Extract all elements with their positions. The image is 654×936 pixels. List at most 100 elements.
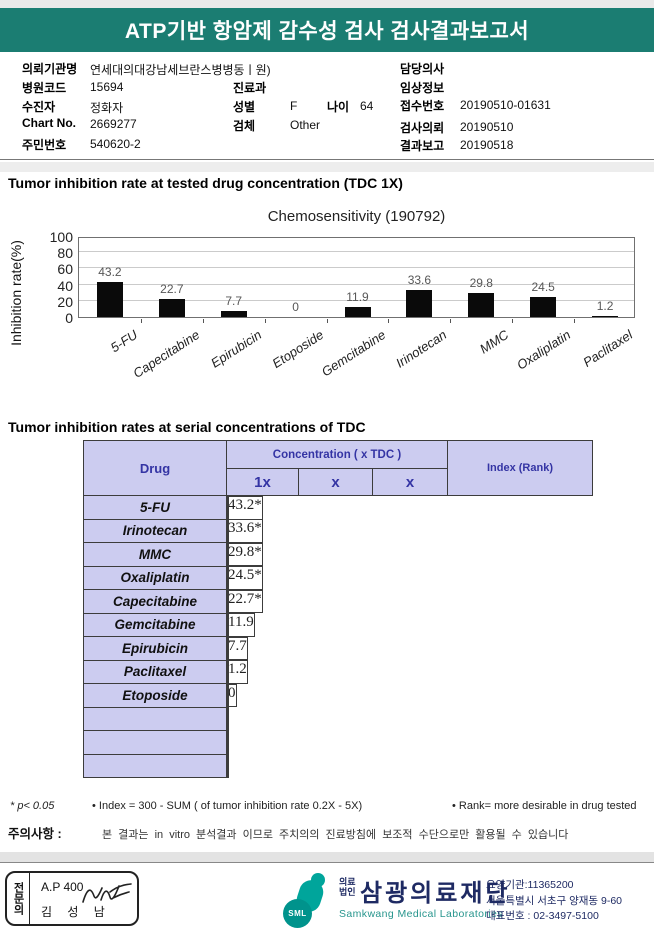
- logo-sml-circle: SML: [283, 899, 312, 928]
- index-rank-cell: [227, 660, 229, 684]
- section-divider: [0, 159, 654, 160]
- logo-sml-text: SML: [288, 909, 307, 918]
- patient-label: 수진자: [22, 100, 56, 114]
- top-strip: [0, 0, 654, 8]
- chart-bar: [530, 297, 557, 317]
- requesting-org-value: 연세대의대강남세브란스병병동ㅣ원): [90, 63, 271, 77]
- y-axis-tick-label: 80: [57, 245, 73, 262]
- concentration-1x-cell: 43.2*: [227, 496, 263, 520]
- table-row: Irinotecan 33.6*: [83, 518, 593, 543]
- footer-divider: [0, 862, 654, 863]
- index-rank-cell: [227, 613, 229, 637]
- requesting-org-label: 의뢰기관명: [22, 62, 78, 76]
- chart-title: Chemosensitivity (190792): [267, 208, 446, 225]
- specialist-name: 김 성 남: [41, 905, 111, 919]
- gridline: [79, 267, 634, 269]
- specimen-value: Other: [290, 118, 321, 132]
- gridline: [79, 283, 634, 285]
- index-rank-cell: [227, 754, 229, 778]
- drug-name-cell: Epirubicin: [83, 636, 227, 661]
- bar-value-label: 24.5: [531, 280, 555, 295]
- hospital-code-value: 15694: [90, 80, 124, 94]
- table-row: [83, 730, 593, 755]
- y-axis-tick-label: 40: [57, 277, 73, 294]
- concentration-column-header: Concentration ( x TDC ): [226, 440, 448, 469]
- resident-no-value: 540620-2: [90, 137, 141, 151]
- y-axis-tick-label: 20: [57, 293, 73, 310]
- lab-contact-info: 요양기관:11365200 서울특별시 서초구 양재동 9-60 대표번호 : …: [486, 878, 622, 925]
- org-name-korean: 삼광의료재단: [360, 880, 511, 907]
- report-title: ATP기반 항암제 감수성 검사 검사결과보고서: [124, 20, 530, 43]
- index-rank-cell: [227, 566, 229, 590]
- section-divider-band: [0, 162, 654, 172]
- patient-value: 정화자: [90, 101, 124, 115]
- report-date-label: 결과보고: [400, 139, 445, 153]
- bar-value-label: 33.6: [407, 272, 432, 287]
- bar-value-label: 7.7: [225, 293, 243, 308]
- contact-line-phone: 대표번호 : 02-3497-5100: [486, 910, 599, 922]
- bar-value-label: 1.2: [596, 298, 614, 313]
- x-axis-tick: [326, 319, 328, 323]
- concentration-1x-cell: 24.5*: [227, 566, 263, 590]
- chart-bar: [158, 298, 185, 317]
- chart-plot-area: 43.2 5-FU 22.7 Capecitabine 7.7 Epirubicin 0 Et…: [78, 237, 635, 381]
- y-axis-tick-label: 0: [65, 310, 73, 326]
- drug-name-cell: [83, 730, 227, 755]
- specialist-role-label: 전문의: [7, 873, 30, 924]
- p-value-footnote: * p< 0.05: [10, 800, 55, 812]
- index-rank-cell: [227, 636, 229, 660]
- doctor-label: 담당의사: [400, 62, 445, 76]
- drug-name-cell: Gemcitabine: [83, 612, 227, 637]
- age-label: 나이: [327, 100, 350, 114]
- x-axis-tick: [202, 319, 204, 323]
- table-row: Oxaliplatin 24.5*: [83, 565, 593, 590]
- lab-footer-block: SML 의료 법인 삼광의료재단 Samkwang Medical Labora…: [283, 873, 648, 932]
- index-rank-cell: [227, 542, 229, 566]
- drug-name-cell: MMC: [83, 542, 227, 567]
- specimen-label: 검체: [233, 119, 256, 133]
- drug-name-cell: Paclitaxel: [83, 659, 227, 684]
- table-section-title: Tumor inhibition rates at serial concent…: [8, 419, 366, 435]
- chart-bar: [220, 310, 247, 317]
- index-rank-cell: [227, 519, 229, 543]
- drug-column-header: Drug: [83, 440, 227, 496]
- receipt-no-label: 접수번호: [400, 99, 445, 113]
- subheader-x2: x: [298, 468, 373, 496]
- caution-label: 주의사항 :: [8, 827, 62, 841]
- footer-divider-band: [0, 852, 654, 862]
- table-row: MMC 29.8*: [83, 542, 593, 567]
- bar-value-label: 29.8: [469, 275, 493, 290]
- index-rank-cell: [227, 730, 229, 754]
- table-row: Paclitaxel 1.2: [83, 659, 593, 684]
- sex-value: F: [290, 99, 298, 113]
- y-axis-tick-label: 60: [57, 261, 73, 278]
- org-prefix-bottom: 법인: [339, 887, 356, 897]
- contact-line-address: 서울특별시 서초구 양재동 9-60: [486, 894, 623, 907]
- request-date-label: 검사의뢰: [400, 121, 445, 135]
- rank-footnote: • Rank= more desirable in drug tested: [452, 800, 637, 812]
- concentration-1x-cell: 22.7*: [227, 589, 263, 613]
- x-axis-tick: [574, 319, 576, 323]
- hospital-code-label: 병원코드: [22, 81, 67, 95]
- subheader-x3: x: [372, 468, 448, 496]
- request-date-value: 20190510: [460, 120, 514, 134]
- drug-name-cell: Irinotecan: [83, 518, 227, 543]
- y-axis-tick-label: 100: [49, 229, 73, 245]
- drug-name-cell: Capecitabine: [83, 589, 227, 614]
- table-row: [83, 753, 593, 778]
- concentration-1x-cell: 33.6*: [227, 519, 263, 543]
- x-axis-tick: [264, 319, 266, 323]
- bar-value-label: 43.2: [98, 265, 122, 280]
- x-axis-tick: [512, 319, 514, 323]
- drug-name-cell: Etoposide: [83, 683, 227, 708]
- chart-bar: [406, 289, 433, 317]
- concentration-1x-cell: 11.9: [227, 613, 255, 637]
- bar-value-label: 22.7: [160, 281, 184, 296]
- index-formula-footnote: • Index = 300 - SUM ( of tumor inhibitio…: [92, 800, 363, 812]
- specialist-code: A.P 400: [41, 880, 84, 894]
- specialist-sign-main: A.P 400 김 성 남: [30, 873, 137, 924]
- org-prefix-top: 의료: [339, 877, 356, 887]
- report-date-value: 20190518: [460, 138, 514, 152]
- specialist-sign-box: 전문의 A.P 400 김 성 남: [5, 871, 139, 926]
- caution-text: 본 결과는 in vitro 분석결과 이므로 주치의의 진료방침에 보조적 수…: [102, 829, 569, 841]
